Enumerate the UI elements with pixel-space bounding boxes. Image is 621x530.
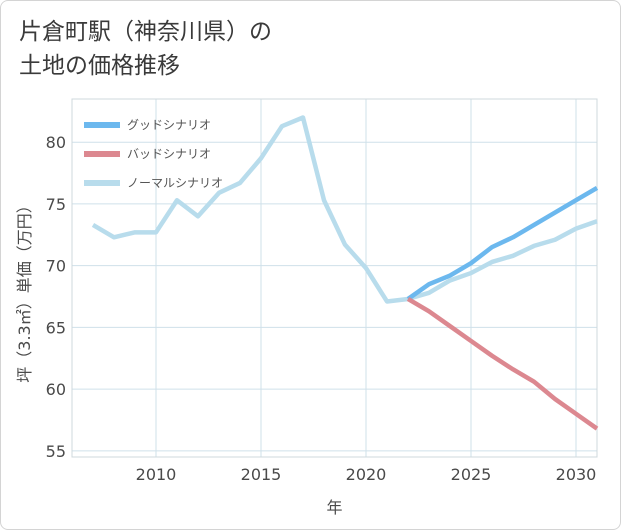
grid [72,99,597,457]
x-axis-ticks: 2010 2015 2020 2025 2030 [136,465,597,484]
legend-label-2: ノーマルシナリオ [127,176,223,190]
chart-title: 片倉町駅（神奈川県）の 土地の価格推移 [19,15,272,83]
series-line-2 [91,115,598,304]
series-line-0 [406,185,599,301]
legend-label-0: グッドシナリオ [127,118,211,132]
x-axis-label: 年 [326,498,342,517]
x-tick-label: 2030 [556,465,597,484]
y-tick-label: 55 [46,442,66,461]
x-tick-label: 2025 [451,465,492,484]
y-axis-label: 坪（3.3㎡）単価（万円） [15,197,34,382]
chart-title-line-2: 土地の価格推移 [19,53,180,79]
series-line-1 [406,297,599,431]
x-tick-label: 2010 [136,465,177,484]
y-tick-label: 60 [46,380,66,399]
y-tick-label: 80 [46,133,66,152]
x-tick-label: 2015 [241,465,282,484]
x-tick-label: 2020 [346,465,387,484]
y-tick-label: 70 [46,257,66,276]
series-lines [91,115,599,431]
legend-label-1: バッドシナリオ [127,147,211,161]
y-axis-ticks: 55 60 65 70 75 80 [46,133,66,461]
y-tick-label: 65 [46,318,66,337]
plot-frame [71,98,598,458]
y-tick-label: 75 [46,195,66,214]
chart-title-line-1: 片倉町駅（神奈川県）の [19,19,272,45]
